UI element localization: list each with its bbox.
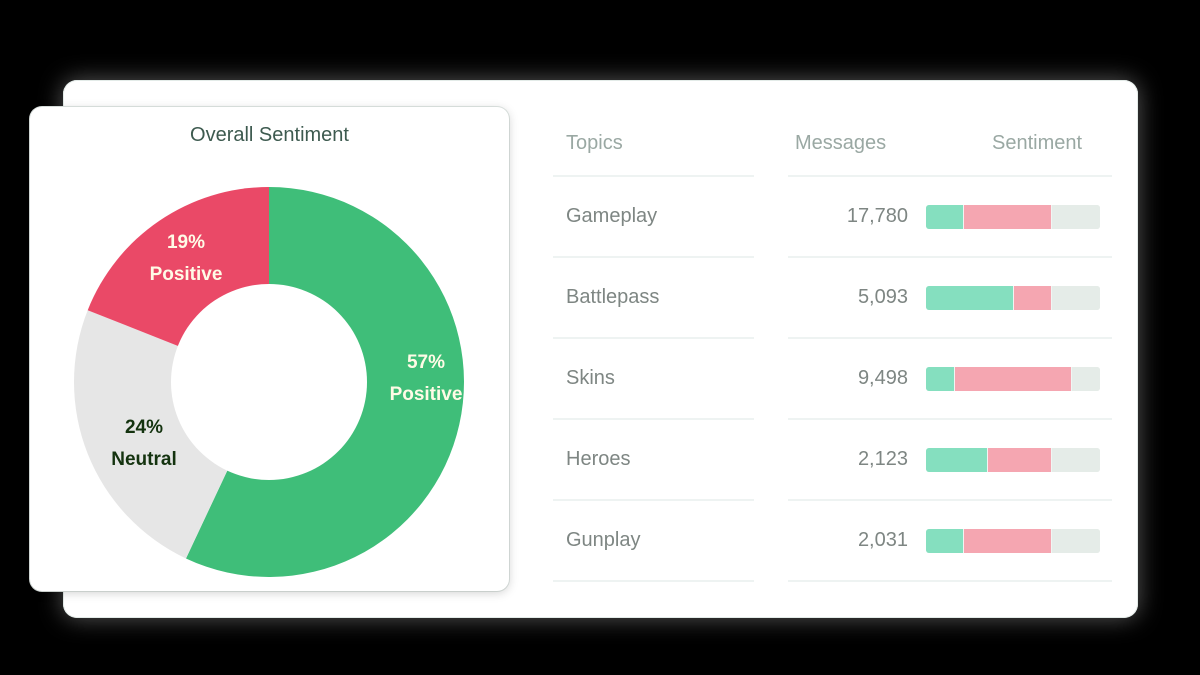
message-count: 2,031 <box>857 529 908 551</box>
header-divider <box>788 175 1112 177</box>
row-divider <box>553 337 754 339</box>
header-divider <box>553 175 754 177</box>
topic-name: Gunplay <box>566 529 641 551</box>
sentiment-bar <box>926 367 1100 391</box>
slice-label-neutral: 24% Neutral <box>111 417 177 470</box>
sentiment-bar-positive <box>926 286 1014 310</box>
table-row[interactable]: Skins 9,498 <box>553 339 1113 420</box>
sentiment-bar-positive <box>926 448 988 472</box>
message-count: 9,498 <box>857 367 908 389</box>
slice-label-positive: 57% Positive <box>389 352 463 405</box>
topic-name: Gameplay <box>566 205 658 227</box>
row-divider <box>553 256 754 258</box>
row-divider <box>553 499 754 501</box>
table-row[interactable]: Battlepass 5,093 <box>553 258 1113 339</box>
sentiment-bar-negative <box>963 205 1052 229</box>
table-row[interactable]: Gunplay 2,031 <box>553 501 1113 582</box>
sentiment-bar <box>926 448 1100 472</box>
sentiment-bar-positive <box>926 205 964 229</box>
row-divider <box>553 418 754 420</box>
table-row[interactable]: Heroes 2,123 <box>553 420 1113 501</box>
topic-name: Skins <box>566 367 615 389</box>
sentiment-bar-positive <box>926 367 955 391</box>
chart-title: Overall Sentiment <box>190 124 349 146</box>
sentiment-bar-positive <box>926 529 964 553</box>
header-sentiment[interactable]: Sentiment <box>992 132 1083 154</box>
message-count: 5,093 <box>857 286 908 308</box>
topic-name: Battlepass <box>566 286 660 308</box>
sentiment-bar <box>926 529 1100 553</box>
sentiment-bar-negative <box>963 529 1052 553</box>
sentiment-bar <box>926 286 1100 310</box>
message-count: 17,780 <box>846 205 908 227</box>
table-row[interactable]: Gameplay 17,780 <box>553 177 1113 258</box>
row-divider <box>788 580 1112 582</box>
overall-sentiment-card: Overall Sentiment 57% Positive 24% Neutr… <box>30 107 509 591</box>
row-divider <box>788 418 1112 420</box>
row-divider <box>553 580 754 582</box>
header-topics[interactable]: Topics <box>566 132 623 154</box>
row-divider <box>788 337 1112 339</box>
sentiment-bar-neutral <box>1072 367 1100 391</box>
sentiment-bar <box>926 205 1100 229</box>
row-divider <box>788 499 1112 501</box>
sentiment-bar-neutral <box>1051 286 1100 310</box>
message-count: 2,123 <box>857 448 908 470</box>
topic-name: Heroes <box>566 448 631 470</box>
sentiment-bar-neutral <box>1051 448 1100 472</box>
sentiment-donut-chart <box>74 187 464 577</box>
row-divider <box>788 256 1112 258</box>
sentiment-bar-neutral <box>1051 205 1100 229</box>
header-messages[interactable]: Messages <box>795 132 887 154</box>
sentiment-bar-negative <box>954 367 1073 391</box>
sentiment-bar-neutral <box>1051 529 1100 553</box>
sentiment-bar-negative <box>987 448 1052 472</box>
sentiment-bar-negative <box>1014 286 1052 310</box>
slice-label-negative: 19% Positive <box>149 232 223 285</box>
